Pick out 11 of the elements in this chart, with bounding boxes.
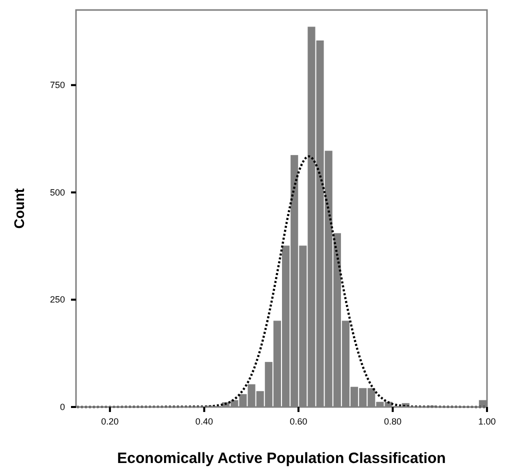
x-tick-label: 1.00	[478, 416, 496, 426]
x-tick-label: 0.80	[384, 416, 402, 426]
x-tick-label: 0.20	[101, 416, 119, 426]
y-tick-label: 500	[50, 187, 65, 198]
y-tick-label: 0	[60, 402, 65, 412]
y-tick-label: 250	[50, 294, 65, 305]
y-axis-title: Count	[11, 188, 27, 229]
x-tick-label: 0.40	[195, 416, 213, 426]
x-tick-label: 0.60	[290, 416, 308, 426]
x-axis-title: Economically Active Population Classification	[117, 450, 446, 467]
y-tick-label: 750	[50, 80, 65, 90]
